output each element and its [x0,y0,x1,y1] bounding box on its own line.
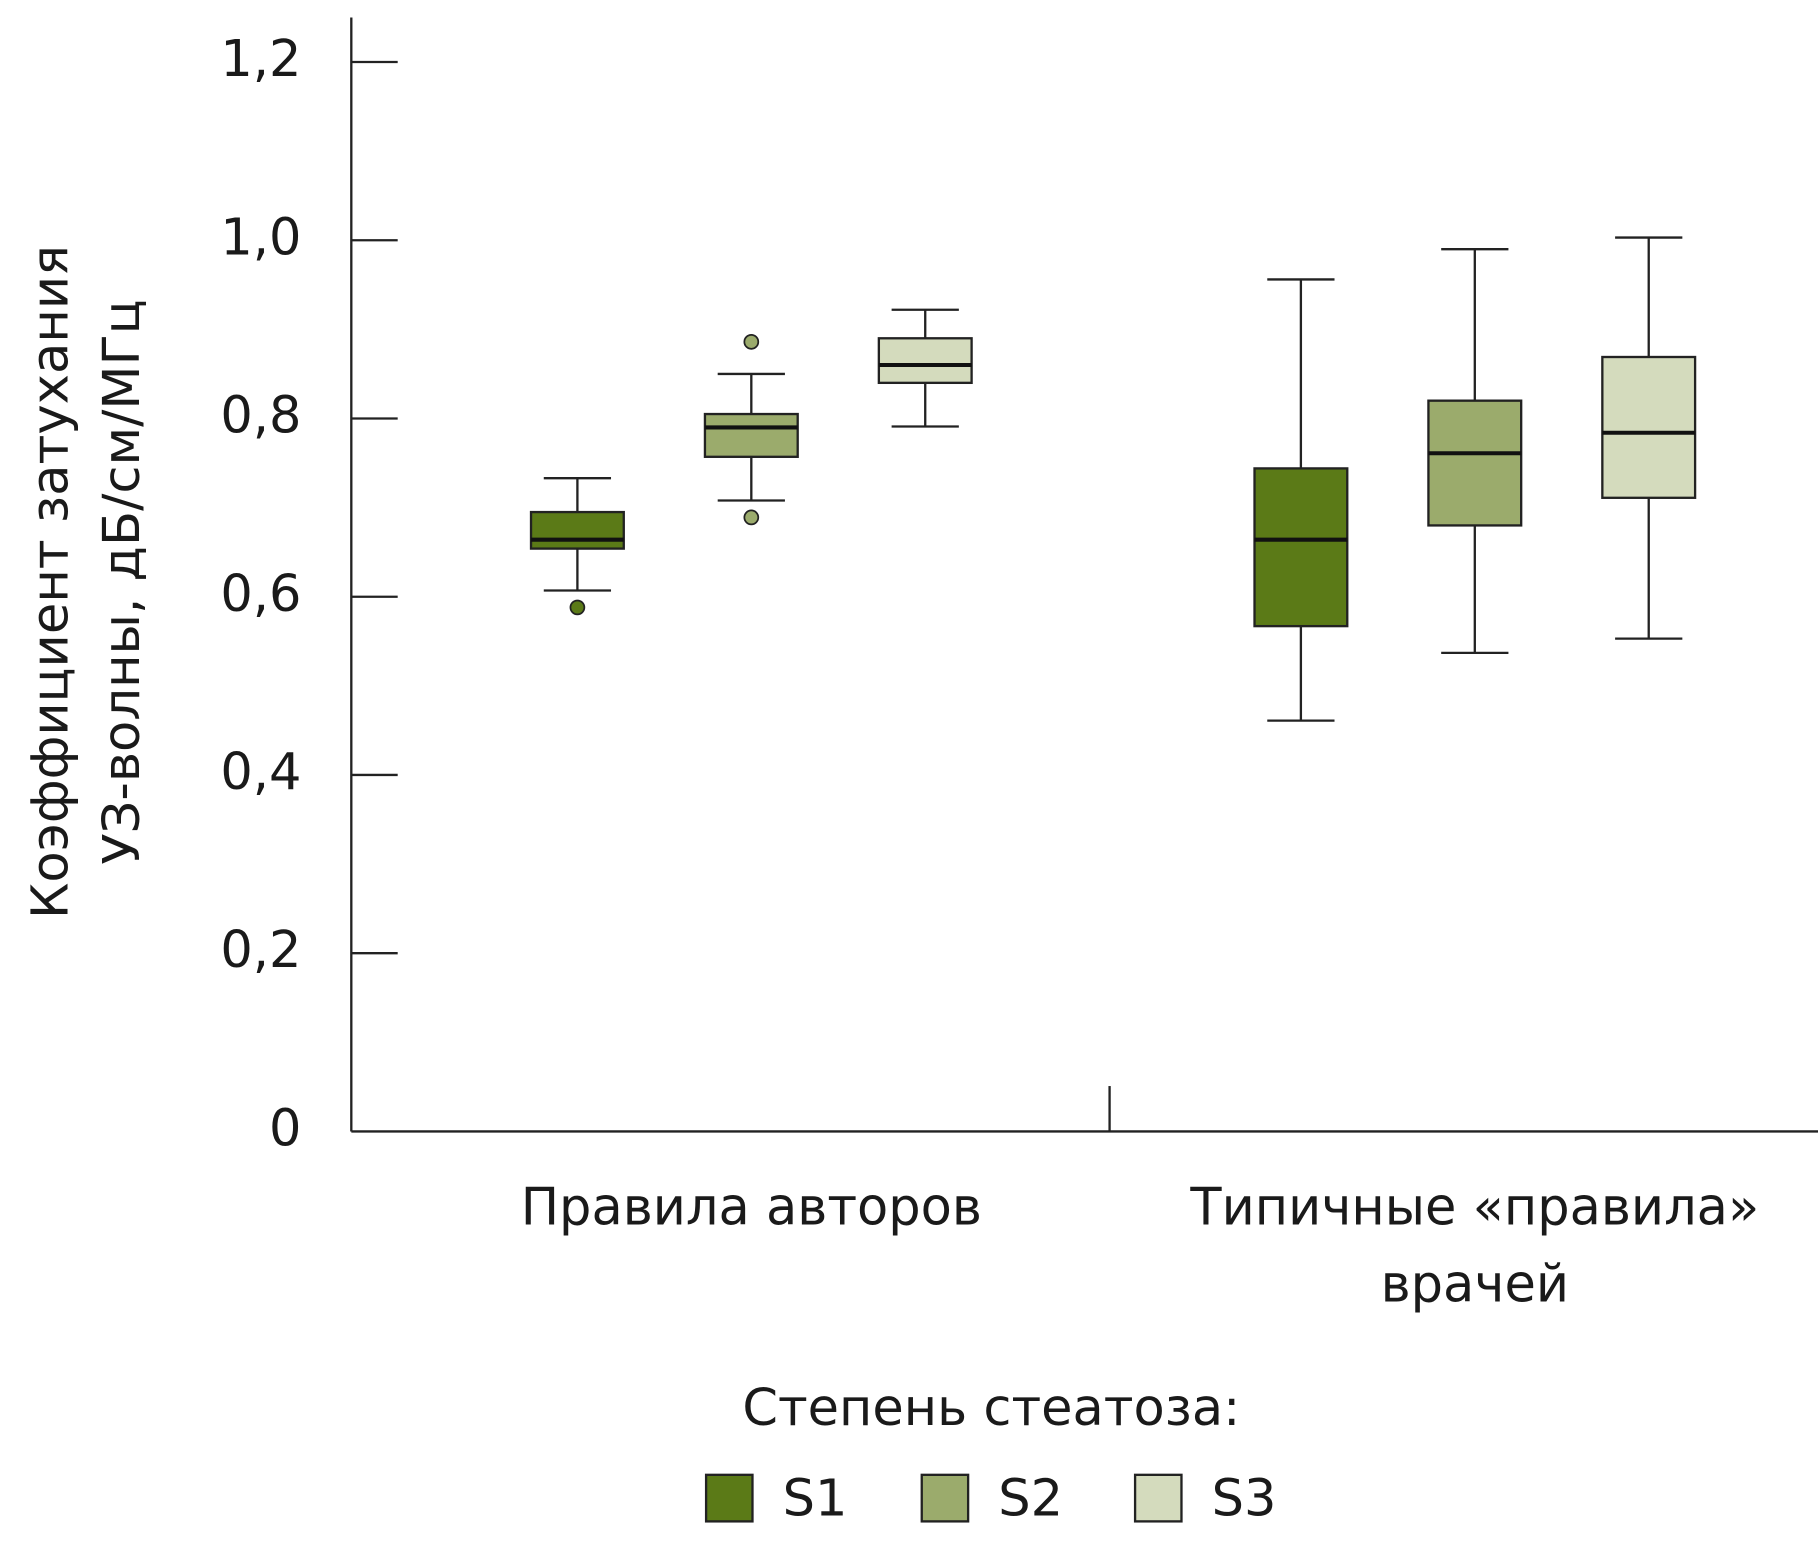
y-tick-label: 0,6 [220,565,301,624]
legend-title: Степень стеатоза: [742,1379,1240,1438]
y-tick-label: 1,0 [220,208,301,267]
x-tick-label: Правила авторов [520,1178,982,1238]
x-tick-label: Типичные «правила» врачей [1190,1178,1760,1315]
legend-swatch [704,1473,754,1523]
y-label: Коэффициент затухания УЗ-волны, дБ/см/МГ… [21,245,152,919]
outlier [569,599,586,616]
box [703,412,799,458]
y-tick-label: 0,4 [220,743,301,802]
y-label-line: УЗ-волны, дБ/см/МГц [93,299,152,864]
x-tick-label-box: Правила авторов [520,1178,982,1238]
y-tick-label: 0 [269,1099,301,1158]
y-tick-label: 0,8 [220,386,301,445]
legend-label: S1 [783,1470,848,1529]
outlier [743,333,760,350]
y-label-line: Коэффициент затухания [21,245,80,919]
x-tick-label-box: Типичные «правила» врачей [1190,1178,1760,1315]
y-tick-label: 1,2 [220,30,301,89]
box [1427,399,1523,527]
legend-swatch [920,1473,970,1523]
box [529,510,625,550]
box [1601,355,1697,499]
legend-label: S2 [998,1470,1063,1529]
box [1253,467,1349,628]
legend-label: S3 [1212,1470,1277,1529]
outlier [743,509,760,526]
legend-swatch [1133,1473,1183,1523]
box [877,337,973,385]
y-tick-label: 0,2 [220,921,301,980]
